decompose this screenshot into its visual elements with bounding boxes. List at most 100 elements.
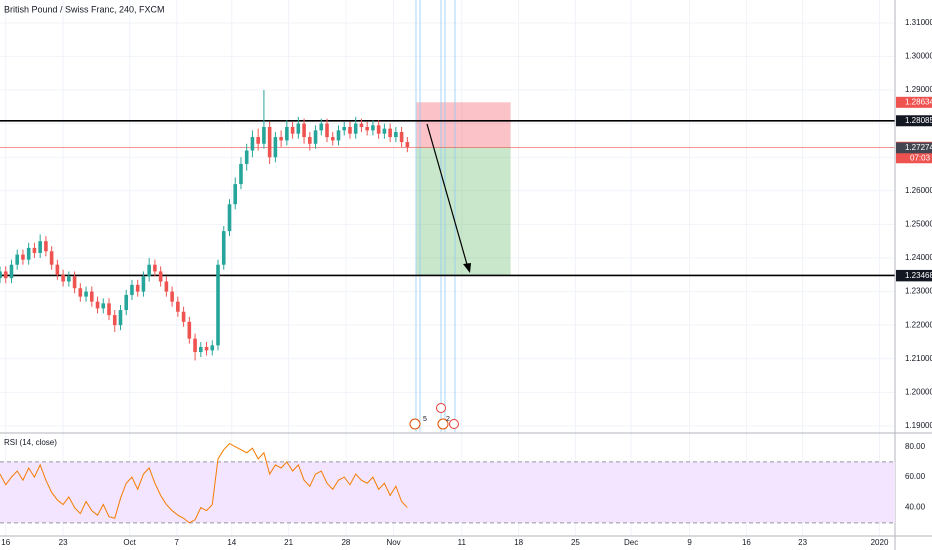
stop-zone [416, 102, 511, 148]
candle-body [9, 264, 14, 279]
rsi-band [0, 461, 895, 523]
x-tick-label: 16 [1, 538, 10, 547]
candle-body [164, 281, 169, 292]
event-icon [437, 418, 449, 430]
x-tick-label: 18 [514, 538, 523, 547]
candle-body [3, 271, 8, 279]
candle-body [302, 123, 306, 138]
candle-body [353, 123, 358, 134]
candle-body [61, 274, 65, 282]
x-tick-label: 23 [798, 538, 807, 547]
event-icon [449, 419, 459, 429]
candle-body [38, 241, 42, 253]
candle-body [72, 276, 77, 289]
candle-body [405, 142, 410, 148]
candle-body [147, 264, 151, 277]
price-pane [0, 0, 895, 432]
candle-body [227, 204, 232, 232]
countdown-bg [896, 153, 932, 164]
candle-body [313, 130, 318, 144]
rsi-title: RSI (14, close) [4, 438, 57, 447]
x-tick-label: 16 [742, 538, 751, 547]
y-tick-label: 1.23000 [905, 287, 932, 296]
x-tick-label: 11 [458, 538, 467, 547]
candle-body [32, 247, 37, 253]
candle-body [84, 291, 88, 297]
x-tick-label: 28 [341, 538, 350, 547]
y-tick-label: 1.19000 [905, 421, 932, 430]
candle-body [130, 284, 134, 295]
price-label: 1.28085 [905, 116, 932, 125]
x-tick-label: Nov [386, 538, 400, 547]
price-label: 1.23468 [905, 271, 932, 280]
target-zone [416, 147, 511, 276]
arrow-head [463, 263, 471, 273]
x-tick-label: Oct [123, 538, 136, 547]
candle-body [388, 128, 392, 138]
event-icon [409, 418, 421, 430]
candle-body [176, 301, 180, 312]
candle-body [308, 137, 312, 144]
candle-body [399, 132, 404, 143]
event-icon [436, 403, 446, 413]
candle-body [15, 254, 20, 265]
candle-body [0, 271, 2, 279]
candle-body [107, 303, 111, 316]
candle-body [382, 128, 387, 134]
x-tick-label: 21 [284, 538, 293, 547]
candle-body [78, 288, 83, 297]
event-count: 5 [423, 416, 427, 423]
candle-body [221, 231, 226, 265]
candle-body [49, 251, 54, 265]
candle-body [256, 137, 260, 144]
candle-body [348, 126, 352, 134]
y-tick-label: 1.24000 [905, 253, 932, 262]
y-tick-label: 1.31000 [905, 18, 932, 27]
countdown: 07:03 [910, 153, 931, 162]
candle-body [158, 271, 163, 282]
y-tick-label: 1.30000 [905, 52, 932, 61]
x-tick-label: 14 [227, 538, 236, 547]
grid [0, 0, 895, 535]
candle-body [336, 130, 341, 141]
y-tick-label: 1.21000 [905, 354, 932, 363]
candle-body [244, 150, 249, 164]
candle-body [216, 264, 220, 346]
candle-body [67, 276, 71, 282]
candle-body [118, 310, 123, 326]
price-label: 1.27274 [905, 143, 932, 152]
candle-body [330, 137, 335, 141]
candle-body [365, 126, 369, 131]
candle-body [376, 125, 381, 134]
candle-body [279, 137, 283, 141]
candle-body [124, 294, 129, 311]
chart-title: British Pound / Swiss Franc, 240, FXCM [4, 4, 165, 14]
x-tick-label: 2020 [871, 538, 889, 547]
candle-body [285, 126, 289, 141]
price-label: 1.28634 [905, 97, 932, 106]
candle-body [273, 137, 278, 158]
candle-body [55, 264, 60, 275]
candle-body [394, 132, 398, 138]
x-tick-label: 7 [174, 538, 179, 547]
x-tick-label: 25 [571, 538, 580, 547]
x-tick-label: 23 [59, 538, 68, 547]
candle-body [21, 254, 25, 260]
candle-body [359, 123, 364, 127]
event-count: 2 [446, 416, 450, 423]
candle-body [204, 347, 209, 351]
arrow [426, 123, 469, 269]
candle-body [187, 321, 192, 339]
price-label-bg [896, 270, 932, 282]
rsi-tick-label: 40.00 [905, 503, 926, 512]
candle-body [290, 126, 295, 134]
candle-body [26, 247, 31, 260]
price-label-bg [896, 115, 932, 127]
candle-body [210, 345, 215, 351]
candle-body [233, 184, 238, 205]
candle-body [193, 338, 197, 353]
candle-body [371, 125, 375, 131]
rsi-line [0, 442, 408, 524]
candle-body [135, 284, 140, 292]
y-tick-label: 1.20000 [905, 387, 932, 396]
